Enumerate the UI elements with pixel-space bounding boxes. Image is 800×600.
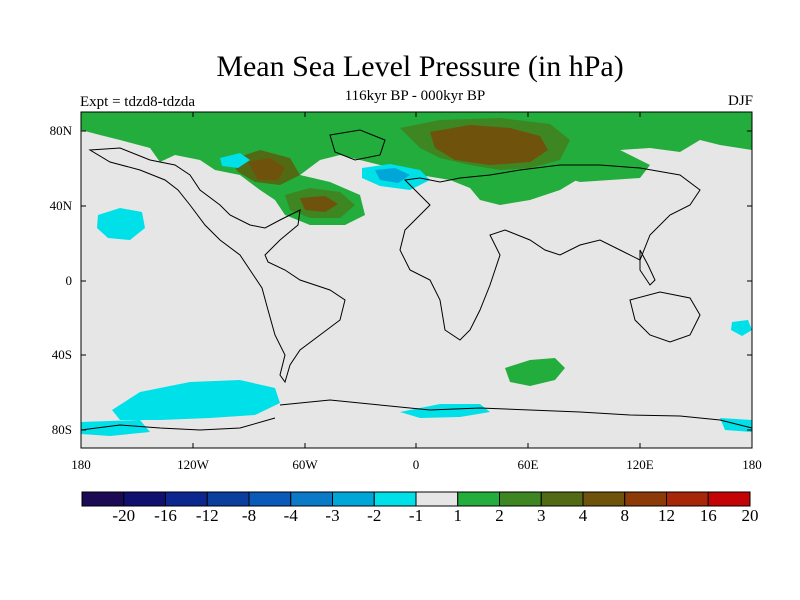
colorbar-swatch (624, 491, 667, 507)
anomaly-cyan-antarctic-coast (81, 420, 150, 436)
axis-ticks (81, 112, 752, 448)
colorbar-swatch (707, 491, 751, 507)
colorbar-tick-label: 1 (453, 506, 463, 525)
lon-label-60e: 60E (517, 457, 539, 472)
coastlines (80, 129, 753, 431)
colorbar-tick-label: -4 (283, 506, 298, 525)
colorbar-tick-label: -2 (367, 506, 382, 525)
lat-label-80s: 80S (51, 422, 72, 437)
colorbar-tick-label: 3 (537, 506, 546, 525)
lon-label-120w: 120W (177, 457, 209, 472)
lon-label-0: 0 (412, 457, 420, 472)
colorbar-swatch (81, 491, 125, 507)
colorbar-swatch (457, 491, 500, 507)
colorbar-swatch (248, 491, 292, 507)
colorbar-tick-label: -3 (325, 506, 340, 525)
anomaly-blue-north-atlantic (375, 168, 410, 183)
colorbar-swatch (373, 491, 417, 507)
colorbar-tick-label: 2 (495, 506, 504, 525)
colorbar-tick-label: -8 (241, 506, 257, 525)
map-subtitle: 116kyr BP - 000kyr BP (344, 88, 486, 104)
colorbar-swatch (582, 491, 626, 507)
lon-label-180e: 180 (742, 457, 762, 472)
lat-label-40n: 40N (49, 198, 72, 213)
colorbar-swatch (666, 491, 709, 507)
lat-label-0: 0 (65, 273, 73, 288)
map-title: Mean Sea Level Pressure (in hPa) (216, 50, 624, 83)
lon-label-120e: 120E (626, 457, 654, 472)
anomaly-green-south-ocean (505, 358, 565, 386)
anomaly-green-arctic (81, 112, 752, 225)
lat-label-40s: 40S (51, 347, 72, 362)
colorbar-tick-label: -12 (195, 506, 219, 525)
colorbar-tick-label: -20 (112, 506, 136, 525)
anomaly-cyan-baffin (220, 153, 250, 168)
anomaly-cyan-tasman (731, 320, 752, 336)
colorbar-swatch (540, 491, 584, 507)
colorbar (81, 491, 751, 507)
anomaly-brown-atlantic (300, 196, 338, 212)
colorbar-tick-label: 8 (620, 506, 630, 525)
colorbar-swatch (290, 491, 333, 507)
experiment-label: Expt = tdzd8-tdzda (80, 94, 196, 110)
colorbar-tick-label: 16 (699, 506, 717, 525)
colorbar-tick-label: 20 (741, 506, 759, 525)
lon-label-180w: 180 (71, 457, 91, 472)
colorbar-swatch (206, 491, 250, 507)
colorbar-swatch (415, 491, 459, 507)
anomaly-cyan-pacific (97, 208, 145, 240)
colorbar-swatch (332, 491, 375, 507)
anomaly-cyan-antarctic-east (400, 404, 490, 418)
colorbar-tick-label: 4 (578, 506, 588, 525)
anomaly-green-siberia (555, 150, 650, 182)
colorbar-swatch (165, 491, 208, 507)
lon-label-60w: 60W (292, 457, 318, 472)
lat-label-80n: 80N (49, 123, 72, 138)
colorbar-tick-label: -1 (408, 506, 424, 525)
colorbar-swatch (499, 491, 542, 507)
anomaly-brown-eurasia (430, 125, 548, 165)
season-label: DJF (727, 93, 753, 109)
colorbar-tick-label: -16 (154, 506, 177, 525)
colorbar-tick-label: 12 (658, 506, 675, 525)
anomaly-cyan-southern-pacific (112, 380, 280, 420)
colorbar-swatch (123, 491, 166, 507)
anomaly-brown-canada (248, 158, 285, 180)
